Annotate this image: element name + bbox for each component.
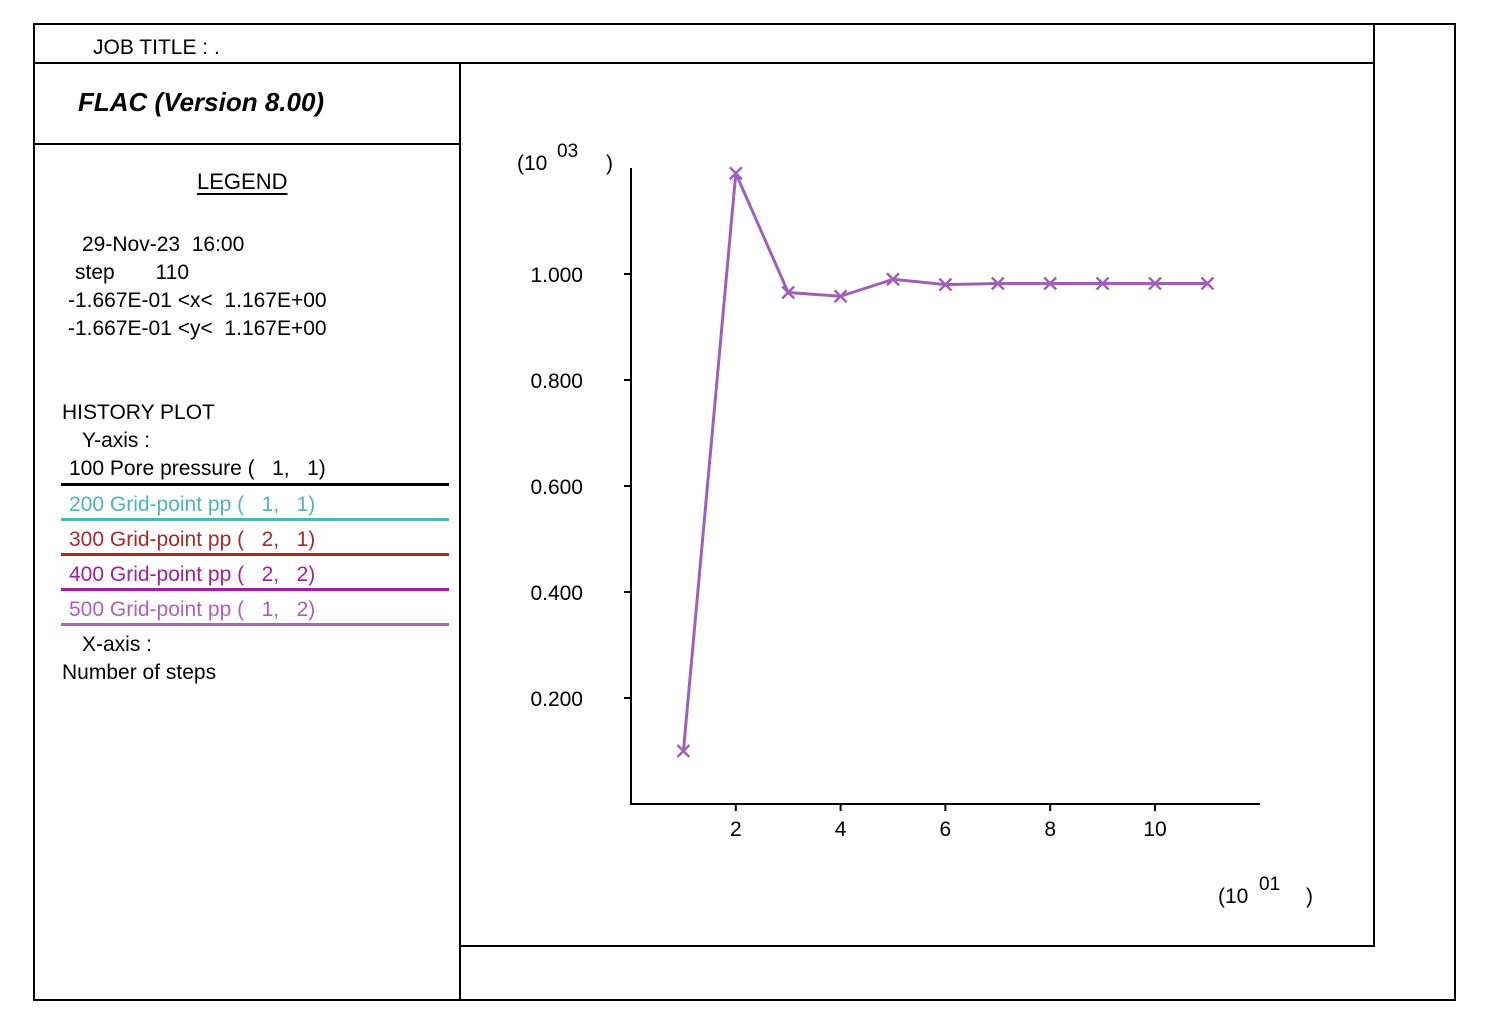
y-tick-label: 0.800 — [530, 370, 583, 393]
chart-axes — [630, 168, 1260, 805]
y-multiplier-base: (10 — [517, 152, 547, 175]
x-ticks: 2 4 6 8 10 — [730, 804, 1167, 841]
data-point-marker — [1043, 276, 1058, 291]
legend-x-range: -1.667E-01 <x< 1.167E+00 — [68, 289, 327, 312]
legend-x-axis-label: X-axis : — [82, 633, 153, 656]
data-point-marker — [781, 285, 796, 300]
y-tick-label: 1.000 — [530, 264, 583, 287]
history-400-label: 400 Grid-point pp ( 2, 2) — [69, 563, 316, 586]
x-tick-label: 2 — [730, 818, 742, 841]
y-tick-label: 0.600 — [530, 476, 583, 499]
legend-plot-type: HISTORY PLOT — [62, 401, 215, 424]
data-point-marker — [1095, 276, 1110, 291]
y-multiplier-exponent: 03 — [557, 141, 578, 162]
panel-divider — [459, 62, 461, 1001]
x-multiplier-close: ) — [1306, 885, 1313, 908]
history-500-label: 500 Grid-point pp ( 1, 2) — [69, 598, 316, 621]
y-ticks: 0.200 0.400 0.600 0.800 1.000 — [530, 264, 631, 711]
series-layer — [676, 166, 1215, 758]
legend-heading: LEGEND — [197, 169, 288, 194]
plot-box-right — [1373, 23, 1375, 947]
y-tick-label: 0.400 — [530, 582, 583, 605]
title-divider — [33, 143, 461, 145]
y-multiplier-close: ) — [606, 152, 613, 175]
y-tick-label: 0.200 — [530, 688, 583, 711]
series-line — [681, 171, 1208, 752]
program-title: FLAC (Version 8.00) — [78, 87, 325, 117]
data-point-marker — [676, 744, 691, 758]
frame-right — [1454, 23, 1456, 1001]
x-tick-label: 8 — [1044, 818, 1056, 841]
history-100-rule — [61, 483, 449, 486]
x-multiplier-exponent: 01 — [1259, 874, 1280, 895]
history-100-label: 100 Pore pressure ( 1, 1) — [69, 457, 326, 480]
data-point-marker — [990, 276, 1005, 291]
frame-bottom — [33, 999, 1456, 1001]
plot-box-bottom — [460, 945, 1375, 947]
x-tick-label: 10 — [1143, 818, 1166, 841]
legend-y-range: -1.667E-01 <y< 1.167E+00 — [68, 317, 327, 340]
history-500-rule — [61, 623, 449, 626]
job-title: JOB TITLE : . — [93, 36, 220, 59]
legend-step: step 110 — [75, 261, 190, 284]
legend-y-axis-label: Y-axis : — [82, 429, 151, 452]
y-multiplier: (10 03 ) — [517, 141, 613, 175]
history-300-label: 300 Grid-point pp ( 2, 1) — [69, 528, 316, 551]
data-point-marker — [728, 166, 743, 181]
x-tick-label: 4 — [835, 818, 847, 841]
data-point-marker — [1200, 276, 1215, 291]
x-multiplier-base: (10 — [1218, 885, 1248, 908]
frame-top — [33, 23, 1456, 25]
header-divider — [33, 62, 1375, 64]
legend-x-axis-quantity: Number of steps — [62, 661, 217, 684]
legend-date: 29-Nov-23 16:00 — [82, 233, 245, 256]
data-point-marker — [886, 272, 900, 287]
data-point-marker — [938, 277, 953, 292]
x-multiplier: (10 01 ) — [1218, 874, 1313, 908]
data-point-marker — [1148, 276, 1162, 291]
history-300-rule — [61, 553, 449, 556]
frame-left — [33, 23, 35, 1001]
history-200-label: 200 Grid-point pp ( 1, 1) — [69, 493, 316, 516]
history-400-rule — [61, 588, 449, 591]
x-tick-label: 6 — [940, 818, 952, 841]
history-200-rule — [61, 518, 449, 521]
data-point-marker — [833, 289, 848, 304]
